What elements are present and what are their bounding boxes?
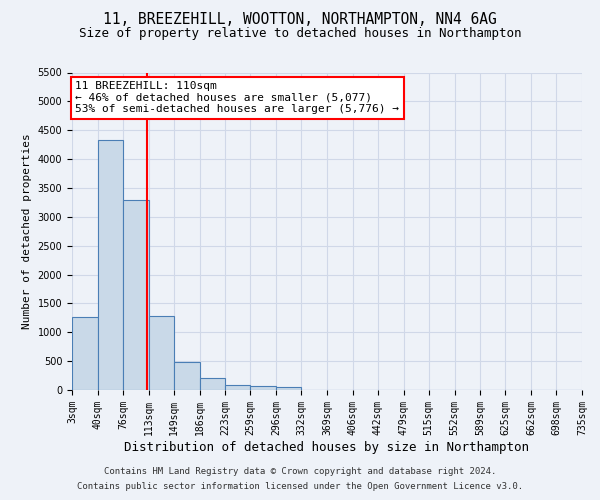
Bar [98,140,123,390]
Text: Contains public sector information licensed under the Open Government Licence v3: Contains public sector information licen… [77,482,523,491]
Bar [72,316,98,390]
Bar [199,378,225,390]
X-axis label: Distribution of detached houses by size in Northampton: Distribution of detached houses by size … [125,440,530,454]
Text: Size of property relative to detached houses in Northampton: Size of property relative to detached ho… [79,28,521,40]
Bar [276,386,301,390]
Bar [123,200,149,390]
Bar [250,386,276,390]
Bar [149,316,174,390]
Bar [225,385,250,390]
Text: Contains HM Land Registry data © Crown copyright and database right 2024.: Contains HM Land Registry data © Crown c… [104,467,496,476]
Bar [174,362,199,390]
Text: 11 BREEZEHILL: 110sqm
← 46% of detached houses are smaller (5,077)
53% of semi-d: 11 BREEZEHILL: 110sqm ← 46% of detached … [76,81,400,114]
Text: 11, BREEZEHILL, WOOTTON, NORTHAMPTON, NN4 6AG: 11, BREEZEHILL, WOOTTON, NORTHAMPTON, NN… [103,12,497,28]
Y-axis label: Number of detached properties: Number of detached properties [22,134,32,329]
